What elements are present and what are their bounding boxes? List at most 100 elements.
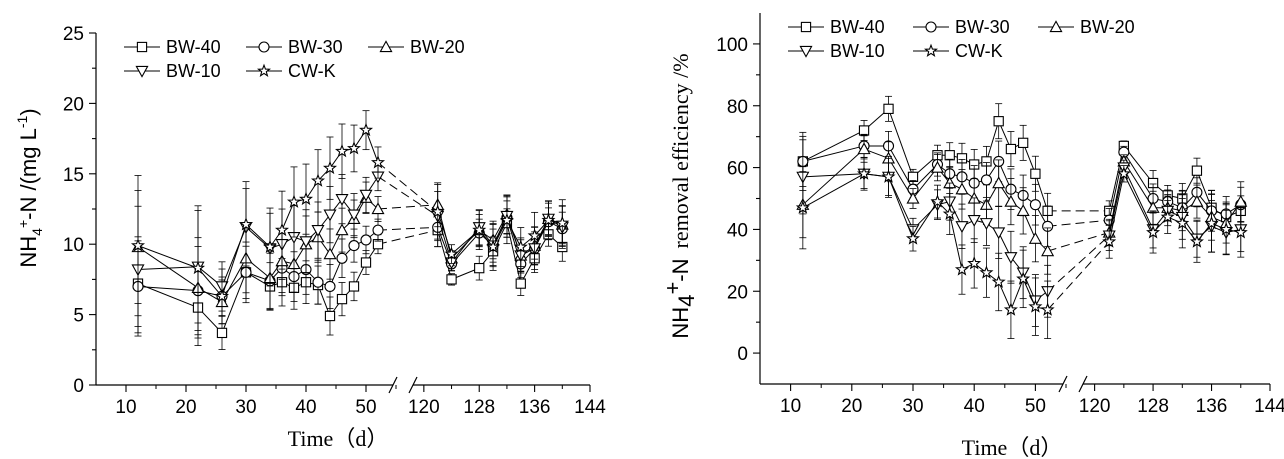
series-line-segment	[1123, 161, 1154, 209]
data-point	[857, 142, 871, 155]
legend-marker	[256, 63, 272, 77]
data-point	[955, 221, 969, 234]
y-tick-label: 20	[63, 94, 84, 115]
data-point	[992, 227, 1006, 240]
axis-break-mark	[388, 376, 398, 394]
data-point	[967, 214, 981, 227]
data-point	[991, 274, 1006, 288]
data-point	[905, 231, 921, 245]
data-point	[1016, 204, 1030, 217]
series-line-segment	[985, 121, 1000, 162]
series-line-segment	[1047, 219, 1110, 227]
series-line-segment	[949, 213, 963, 270]
data-point	[944, 150, 955, 161]
data-point	[513, 239, 528, 253]
axis-break-mark	[408, 376, 418, 394]
x-tick-label: 128	[1137, 396, 1169, 417]
y-tick-label: 0	[73, 376, 84, 397]
data-point	[238, 217, 254, 231]
legend-marker	[923, 43, 939, 57]
data-point	[214, 288, 230, 303]
data-point	[979, 218, 993, 230]
series-line-segment	[377, 176, 438, 217]
series-line-segment	[888, 158, 914, 199]
series-line-segment	[317, 284, 331, 317]
data-point	[980, 174, 992, 186]
legend: BW-40 BW-30 BW-20 BW-10 CW-K	[124, 37, 465, 81]
x-tick-label: 144	[574, 397, 606, 418]
series-line-segment	[377, 162, 439, 213]
data-point	[312, 276, 324, 288]
series-bw-10	[796, 139, 1248, 327]
series-line-segment	[888, 176, 914, 239]
y-tick-label: 15	[63, 165, 84, 186]
data-point	[1018, 137, 1029, 148]
series-line-segment	[1196, 170, 1213, 208]
series-line-segment	[1123, 151, 1154, 199]
data-point	[310, 173, 326, 187]
series-line-segment	[451, 226, 480, 263]
series-line-segment	[912, 201, 938, 239]
data-point	[541, 212, 556, 227]
data-point	[472, 222, 487, 237]
series-line-segment	[912, 167, 938, 199]
data-point	[274, 222, 290, 237]
series-line-segment	[802, 130, 865, 162]
data-point	[370, 155, 386, 169]
legend-marker	[925, 21, 937, 33]
left-x-axis-title: Time（d）	[288, 426, 389, 451]
x-tick-label: 40	[964, 396, 985, 417]
data-point	[130, 238, 146, 252]
x-tick-label: 128	[463, 397, 495, 418]
series-line-segment	[437, 211, 453, 255]
x-tick-label: 120	[408, 397, 440, 418]
series-line-segment	[137, 246, 199, 289]
data-point	[992, 176, 1006, 189]
data-point	[190, 260, 206, 275]
right-y-axis-title: NH4+-Nremoval efficiency /%	[660, 53, 699, 338]
data-point	[324, 280, 336, 292]
legend-label: BW-40	[166, 37, 221, 57]
x-tick-label: 10	[780, 396, 801, 417]
legend-item-bw-10: BW-10	[124, 61, 221, 81]
series-line-segment	[137, 266, 199, 271]
data-point	[1146, 225, 1161, 239]
data-point	[372, 224, 384, 236]
legend-marker	[800, 21, 812, 33]
data-point	[1102, 234, 1117, 248]
data-point	[527, 228, 542, 242]
data-point	[1003, 302, 1018, 316]
legend-label: BW-10	[830, 41, 885, 61]
data-point	[486, 239, 501, 253]
y-tick-label: 10	[63, 235, 84, 256]
data-point	[444, 246, 459, 261]
series-line-segment	[221, 272, 247, 334]
x-tick-label: 50	[355, 397, 376, 418]
data-point	[1040, 302, 1055, 316]
data-point	[499, 212, 514, 227]
data-point	[1029, 199, 1041, 211]
data-point	[1190, 194, 1204, 207]
y-tick-label: 60	[727, 159, 748, 180]
data-point	[1189, 234, 1204, 248]
axis-break-mark	[1078, 375, 1088, 393]
data-point	[1234, 194, 1248, 207]
series-line-segment	[888, 145, 914, 190]
series-line-segment	[451, 229, 480, 255]
x-tick-label: 30	[902, 396, 923, 417]
legend-label: BW-30	[288, 37, 343, 57]
data-point	[555, 215, 570, 230]
series-line-segment	[221, 272, 247, 297]
data-point	[883, 103, 894, 114]
data-point	[360, 257, 372, 268]
y-tick-label: 80	[727, 97, 748, 118]
y-tick-label: 5	[73, 306, 84, 327]
data-point	[858, 125, 870, 136]
data-point	[347, 209, 361, 222]
data-point	[906, 191, 920, 204]
data-point	[881, 169, 896, 183]
x-tick-label: 20	[841, 396, 862, 417]
data-point	[348, 240, 360, 252]
